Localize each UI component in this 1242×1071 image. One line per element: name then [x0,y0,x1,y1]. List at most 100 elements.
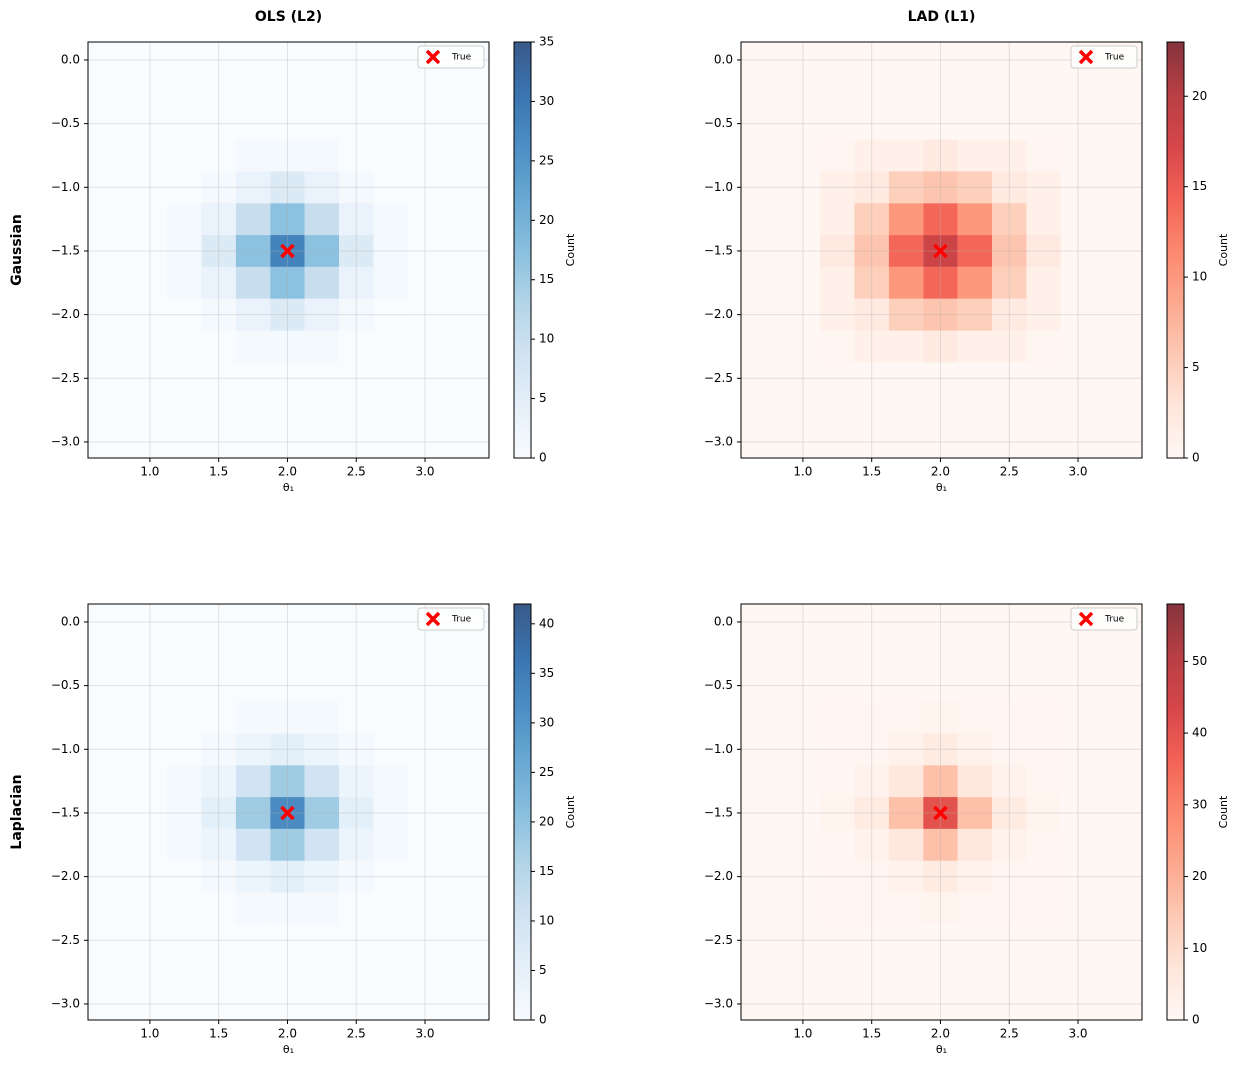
heat-cell [957,828,993,861]
y-tick-label: −1.5 [51,243,80,257]
heat-cell [820,330,855,363]
heat-cell [201,171,236,204]
true-marker [933,805,948,821]
y-tick-label: −0.5 [51,678,80,692]
true-marker-x [933,805,948,821]
colorbar-label: Count [564,233,577,266]
heat-cell [339,828,374,861]
heat-cell [373,765,408,798]
heat-cell [854,171,889,204]
heat-cell [992,701,1027,734]
colorbar-tick-label: 0 [539,1013,547,1027]
heat-cell [992,139,1027,172]
y-tick-label: −2.0 [51,307,80,321]
heat-cell [339,235,374,267]
heat-cell [167,171,202,204]
colorbar-tick-label: 35 [539,35,554,49]
heat-cell [270,701,305,734]
heat-cell [304,733,340,766]
heat-cell [1026,139,1061,172]
x-tick-label: 1.0 [793,1027,812,1041]
legend-box [417,607,485,631]
heat-cell [923,701,958,734]
heat-cell [923,733,958,766]
heat-cell [888,701,924,734]
heat-cell [339,797,374,829]
colorbar-tick-label: 0 [1192,451,1200,465]
colorbar [1166,41,1185,459]
colorbar-tick-label: 0 [1192,1013,1200,1027]
heat-cell [992,733,1027,766]
heat-cell [957,765,993,798]
heat-cell [957,701,993,734]
legend-marker [1078,49,1094,65]
heat-cell [957,203,993,236]
colorbar-tick-label: 5 [1192,360,1200,374]
heat-cell [339,298,374,331]
heat-cell [957,860,993,893]
heat-cell [235,171,271,204]
x-tick-label: 3.0 [1068,465,1087,479]
y-tick-label: 0.0 [61,614,80,628]
heat-cell [167,828,202,861]
heat-cell [820,892,855,925]
x-tick-label: 2.5 [347,1027,366,1041]
colorbar-tick-label: 15 [539,272,554,286]
x-axis-label: θ₁ [283,1043,294,1056]
x-tick-label: 2.5 [1000,465,1019,479]
heat-cell [339,266,374,299]
legend-label: True [451,615,472,625]
heat-cell [373,860,408,893]
heat-cell [304,203,340,236]
heat-cell [820,797,855,829]
heat-cell [820,266,855,299]
legend-marker [425,49,441,65]
heat-cell [167,797,202,829]
heat-cell [992,235,1027,267]
heat-cell [304,171,340,204]
heat-cell [1026,330,1061,363]
heat-cell [167,733,202,766]
colorbar-tick-label: 20 [1192,869,1207,883]
heat-cell [304,701,340,734]
heat-cell [304,330,340,363]
heat-cell [304,298,340,331]
legend-box [417,45,485,69]
heat-cell [339,139,374,172]
true-marker [280,243,295,259]
heat-cell [235,330,271,363]
heat-cell [304,139,340,172]
heat-cell [957,733,993,766]
heat-cell [957,330,993,363]
heat-cell [888,860,924,893]
heat-cell [854,139,889,172]
heat-cell [923,330,958,363]
heat-cell [373,298,408,331]
true-marker-x [933,243,948,259]
heat-cell [167,203,202,236]
colorbar-tick-label: 5 [539,391,547,405]
heat-cell [854,892,889,925]
heat-cell [373,266,408,299]
heat-cell [923,171,958,204]
heat-cell [992,266,1027,299]
heat-cell [270,733,305,766]
heat-cell [235,828,271,861]
heat-cell [339,860,374,893]
heat-cell [923,892,958,925]
y-tick-label: 0.0 [61,52,80,66]
colorbar-tick-label: 15 [539,864,554,878]
heat-cell [992,330,1027,363]
heat-cell [992,203,1027,236]
legend-label: True [1104,53,1125,63]
y-tick-label: −3.0 [51,434,80,448]
heat-cell [957,298,993,331]
heat-cell [304,860,340,893]
heat-cell [992,860,1027,893]
heat-cell [373,892,408,925]
heat-cell [201,860,236,893]
y-tick-label: 0.0 [714,52,733,66]
heat-cell [923,765,958,798]
y-tick-label: −2.5 [51,933,80,947]
heat-cell [270,266,305,299]
